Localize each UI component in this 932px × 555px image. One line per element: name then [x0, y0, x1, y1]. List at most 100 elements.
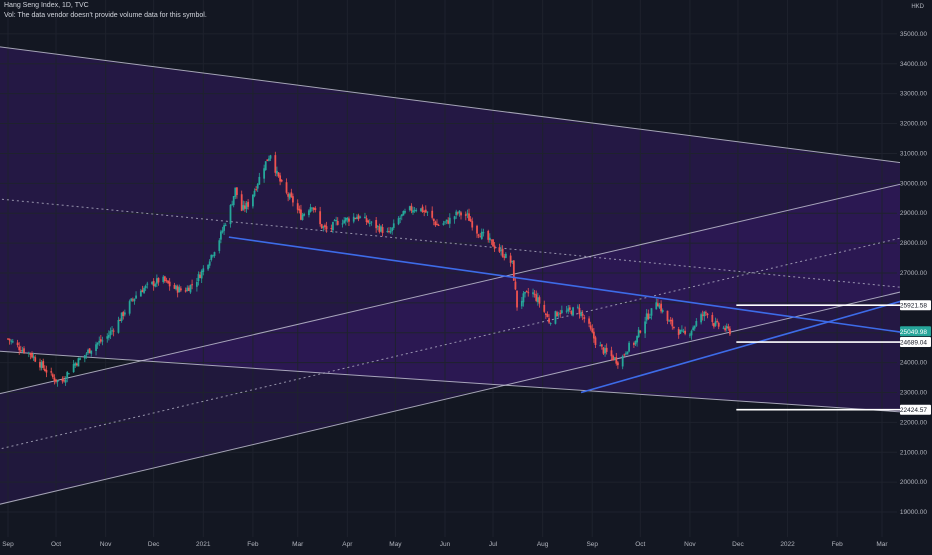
- candle-body: [61, 379, 64, 382]
- candle-body: [436, 223, 438, 226]
- candle-body: [356, 216, 358, 220]
- candle-body: [56, 380, 59, 382]
- candle-body: [173, 285, 176, 289]
- candle-body: [556, 312, 558, 317]
- candle-body: [705, 312, 707, 314]
- candle-body: [602, 347, 605, 354]
- candle-body: [621, 355, 624, 367]
- candle-body: [421, 206, 424, 212]
- candle-body: [512, 260, 515, 281]
- candle-body: [51, 374, 54, 378]
- candle-body: [75, 363, 78, 366]
- candle-body: [269, 155, 272, 159]
- candle-body: [322, 226, 325, 228]
- candle-body: [500, 249, 502, 251]
- candle-body: [179, 288, 182, 291]
- candle-body: [432, 218, 435, 222]
- candle-body: [479, 236, 482, 238]
- candle-body: [98, 340, 101, 343]
- candle-body: [729, 328, 731, 335]
- y-tick-label: 23000.00: [900, 390, 927, 397]
- candle-body: [300, 209, 302, 220]
- candle-body: [365, 218, 368, 222]
- candle-body: [636, 335, 638, 343]
- candle-body: [229, 205, 232, 225]
- channel-fill-horizontal: [0, 46, 932, 414]
- candle-body: [669, 319, 672, 322]
- candle-body: [490, 239, 493, 241]
- candle-body: [109, 331, 112, 336]
- candle-body: [133, 298, 136, 302]
- y-tick-label: 29000.00: [900, 210, 927, 217]
- candle-body: [492, 239, 494, 247]
- candle-body: [682, 330, 685, 332]
- candle-body: [392, 223, 395, 228]
- candle-body: [690, 330, 693, 336]
- candle-body: [616, 362, 619, 366]
- y-tick-label: 21000.00: [900, 449, 927, 456]
- candle-body: [589, 325, 592, 329]
- candle-body: [72, 364, 75, 373]
- candle-body: [319, 211, 322, 225]
- symbol-title: Hang Seng Index, 1D, TVC: [4, 2, 89, 9]
- y-tick-label: 24000.00: [900, 360, 927, 367]
- candle-body: [247, 201, 250, 207]
- candle-body: [186, 287, 189, 292]
- candle-body: [600, 344, 603, 347]
- candle-body: [301, 214, 304, 220]
- candle-body: [39, 361, 41, 368]
- candle-body: [117, 319, 120, 333]
- candle-body: [460, 212, 462, 216]
- candle-body: [335, 219, 338, 222]
- candle-body: [437, 224, 440, 226]
- candle-body: [311, 207, 314, 209]
- y-tick-label: 22000.00: [900, 419, 927, 426]
- candle-body: [163, 276, 166, 282]
- candle-body: [464, 214, 467, 216]
- candle-body: [308, 210, 310, 216]
- candle-body: [445, 219, 448, 222]
- candle-body: [119, 319, 121, 321]
- candle-body: [594, 337, 597, 345]
- candle-body: [296, 203, 299, 210]
- candle-body: [99, 339, 102, 342]
- candle-body: [576, 306, 579, 308]
- candle-body: [131, 299, 134, 301]
- candle-body: [66, 372, 69, 379]
- candle-body: [580, 312, 582, 316]
- candle-body: [420, 208, 422, 212]
- price-label-box: [900, 326, 931, 337]
- candle-body: [258, 176, 261, 185]
- trendline: [228, 236, 932, 338]
- x-tick-label: Sep: [2, 541, 14, 548]
- time-axis-bg: [0, 537, 932, 550]
- candle-body: [19, 350, 22, 352]
- channel-midline: [0, 230, 932, 450]
- candle-body: [527, 292, 530, 294]
- candle-body: [455, 211, 458, 216]
- y-tick-label: 20000.00: [900, 479, 927, 486]
- candle-body: [368, 222, 371, 224]
- candle-body: [717, 322, 720, 327]
- y-tick-label: 27000.00: [900, 270, 927, 277]
- candle-body: [195, 281, 198, 287]
- y-tick-label: 35000.00: [900, 31, 927, 38]
- candle-body: [725, 325, 728, 329]
- candle-body: [42, 360, 45, 368]
- price-label-box: [900, 404, 931, 415]
- candle-body: [197, 274, 200, 282]
- candle-body: [544, 313, 547, 315]
- candle-body: [442, 223, 445, 225]
- candle-body: [264, 161, 267, 171]
- candle-body: [543, 304, 546, 312]
- candle-body: [43, 368, 46, 371]
- candle-body: [570, 311, 573, 315]
- candle-body: [520, 300, 523, 307]
- candle-body: [677, 329, 680, 336]
- candle-body: [660, 303, 662, 312]
- candle-body: [532, 292, 534, 295]
- candle-body: [277, 172, 280, 177]
